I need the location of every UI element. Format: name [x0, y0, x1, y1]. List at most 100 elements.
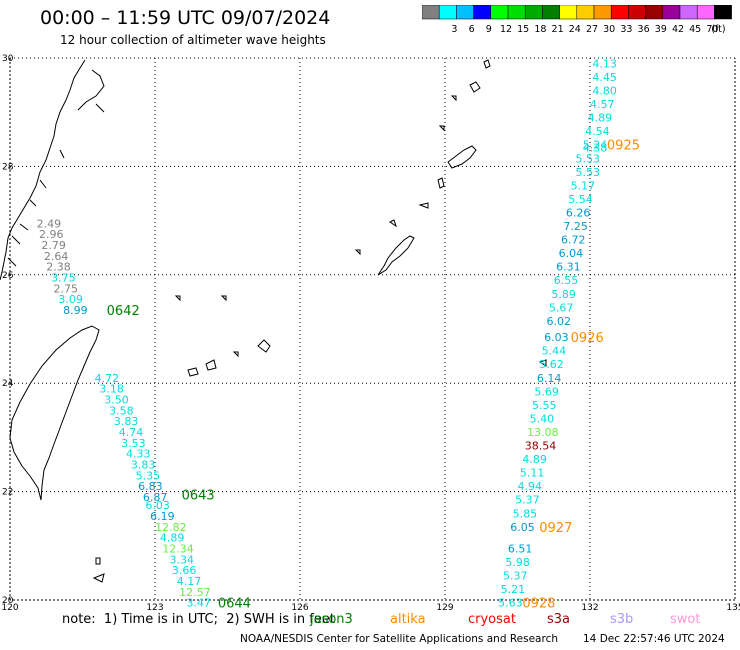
wave-height-value: 3.34 [170, 553, 195, 566]
pass-number-labels: 0642 0643 0644 0925 0926 0927 0928 [107, 139, 640, 612]
wave-height-value: 6.31 [556, 261, 581, 274]
wave-height-value: 5.85 [513, 507, 538, 520]
wave-height-value: 4.89 [522, 453, 547, 466]
wave-height-value: 5.63 [498, 597, 522, 610]
wave-height-value: 5.35 [136, 469, 161, 482]
okinawa-island [377, 235, 415, 276]
pass-number: 0642 [107, 304, 140, 319]
wave-height-value: 4.17 [177, 575, 202, 588]
longitude-label: 132 [581, 603, 598, 613]
wave-height-value: 3.66 [172, 564, 197, 577]
wave-height-value: 5.54 [568, 193, 593, 206]
wave-height-value: 2.64 [44, 250, 68, 263]
colorbar-tick-label: 18 [534, 24, 546, 35]
colorbar-tick-label: 9 [486, 24, 492, 35]
wave-height-value: 3.58 [109, 404, 134, 417]
wave-height-value: 6.19 [150, 510, 175, 523]
map-title: 00:00 – 11:59 UTC 09/07/2024 [40, 7, 331, 29]
wave-height-value: 6.03 [145, 499, 170, 512]
wave-height-value: 6.72 [561, 234, 586, 247]
wave-height-value: 5.21 [501, 583, 526, 596]
satellite-legend-jason3: jason3 [310, 612, 353, 627]
wave-height-value: 6.26 [566, 206, 591, 219]
colorbar-tick-label: 24 [569, 24, 581, 35]
satellite-legend-s3a: s3a [547, 612, 571, 627]
wave-height-value: 4.89 [160, 532, 185, 545]
amami-island [447, 145, 477, 169]
wave-height-value: 8.99 [63, 304, 88, 317]
satellite-legend-s3b: s3b [610, 612, 634, 627]
wave-height-value: 5.55 [532, 399, 557, 412]
wave-height-value: 5.69 [534, 385, 559, 398]
color-scale-legend: 3 6 9 12 15 18 21 24 27 30 33 36 39 42 45 70(ft) [422, 5, 732, 35]
wave-height-value: 3.18 [99, 383, 124, 396]
colorbar-swatch [714, 5, 732, 20]
yakushima-island [469, 59, 491, 93]
longitude-label: 129 [436, 603, 453, 613]
wave-height-value: 6.83 [138, 480, 163, 493]
wave-height-value: 13.08 [527, 426, 559, 439]
wave-height-value: 12.34 [162, 543, 194, 556]
small-islands [92, 95, 547, 583]
wave-height-value: 5.53 [576, 166, 601, 179]
pass-number: 0925 [607, 139, 640, 154]
wave-height-value: 6.87 [143, 491, 168, 504]
colorbar-tick-label: 70 [706, 24, 718, 35]
wave-height-value: 6.14 [537, 372, 562, 385]
wave-height-value: 4.13 [592, 57, 617, 70]
wave-height-value: 7.25 [563, 220, 588, 233]
colorbar-tick-label: 21 [552, 24, 564, 35]
coastline-layer [0, 59, 547, 583]
wave-height-value: 2.75 [54, 282, 79, 295]
latitude-label: 28 [2, 162, 14, 172]
wave-height-value: 38.54 [525, 440, 557, 453]
wave-height-value: 5.67 [549, 301, 574, 314]
map-subtitle: 12 hour collection of altimeter wave hei… [60, 33, 326, 47]
colorbar-tick-label: 33 [620, 24, 632, 35]
map-frame [9, 57, 736, 601]
wave-height-value: 4.57 [590, 98, 615, 111]
graticule-grid [9, 57, 736, 601]
wave-height-value: 4.80 [592, 85, 617, 98]
wave-height-value: 3.83 [114, 415, 138, 428]
longitude-label: 126 [291, 603, 308, 613]
wave-height-value: 6.55 [554, 274, 579, 287]
colorbar-tick-label: 36 [638, 24, 650, 35]
zhejiang-islands [7, 69, 105, 267]
generation-timestamp: 14 Dec 22:57:46 UTC 2024 [583, 633, 725, 645]
wave-height-value: 5.89 [551, 288, 576, 301]
wave-height-value: 5.44 [542, 345, 567, 358]
pass-number: 0928 [522, 597, 555, 612]
satellite-legend-swot: swot [670, 612, 701, 627]
colorbar-tick-label: 42 [672, 24, 684, 35]
latitude-label: 20 [2, 596, 14, 606]
wave-height-value: 3.75 [51, 272, 75, 285]
wave-height-value: 3.47 [186, 597, 211, 610]
wave-height-value: 2.49 [37, 217, 62, 230]
wave-height-value: 4.45 [592, 71, 617, 84]
longitude-label: 135 [726, 603, 740, 613]
wave-height-value: 2.79 [41, 239, 66, 252]
pass-number: 0644 [218, 597, 251, 612]
colorbar-unit: (ft) [711, 24, 725, 35]
wave-height-value: 12.82 [155, 521, 187, 534]
wave-height-value: 5.17 [571, 179, 596, 192]
longitude-label: 120 [1, 603, 18, 613]
axis-tick-labels: 120 123 126 129 132 135 30 28 26 24 22 20 [1, 54, 740, 613]
wave-height-value: 4.94 [518, 480, 543, 493]
wave-height-value: 6.04 [559, 247, 584, 260]
wave-height-value: 6.51 [508, 543, 533, 556]
wave-height-value: 2.38 [46, 261, 71, 274]
wave-height-value: 5.40 [530, 412, 555, 425]
footer-note: note: 1) Time is in UTC; 2) SWH is in fe… [62, 612, 335, 627]
wave-height-value: 4.54 [585, 125, 610, 138]
wave-height-value: 4.33 [126, 448, 151, 461]
wave-height-labels: 2.492.962.792.642.383.752.753.098.99 4.72… [37, 57, 617, 609]
wave-height-value: 5.37 [503, 570, 528, 583]
latitude-label: 26 [2, 271, 14, 281]
colorbar-tick-label: 27 [586, 24, 598, 35]
wave-height-value: 5.53 [576, 152, 601, 165]
pass-number: 0643 [182, 488, 215, 503]
wave-height-value: 3.50 [104, 393, 129, 406]
